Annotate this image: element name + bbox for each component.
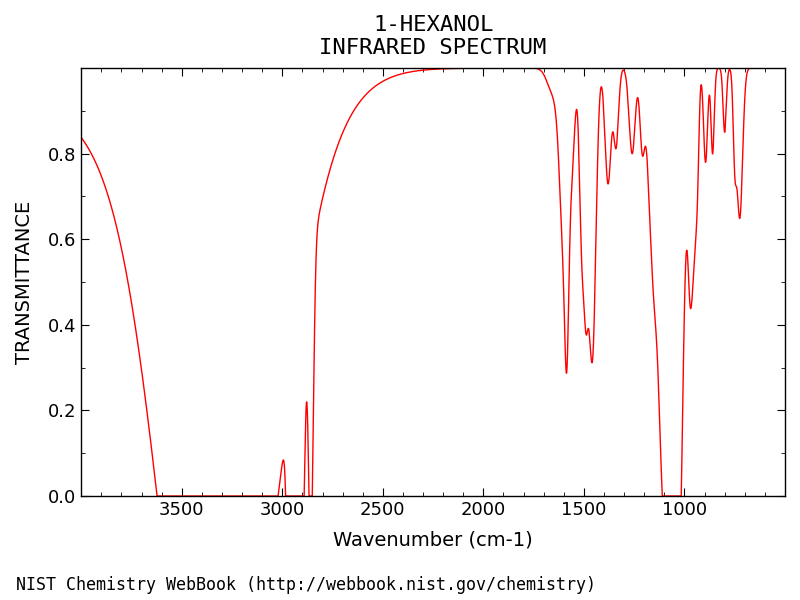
- Title: 1-HEXANOL
INFRARED SPECTRUM: 1-HEXANOL INFRARED SPECTRUM: [319, 15, 547, 58]
- X-axis label: Wavenumber (cm-1): Wavenumber (cm-1): [334, 530, 533, 549]
- Y-axis label: TRANSMITTANCE: TRANSMITTANCE: [15, 200, 34, 364]
- Text: NIST Chemistry WebBook (http://webbook.nist.gov/chemistry): NIST Chemistry WebBook (http://webbook.n…: [16, 576, 596, 594]
